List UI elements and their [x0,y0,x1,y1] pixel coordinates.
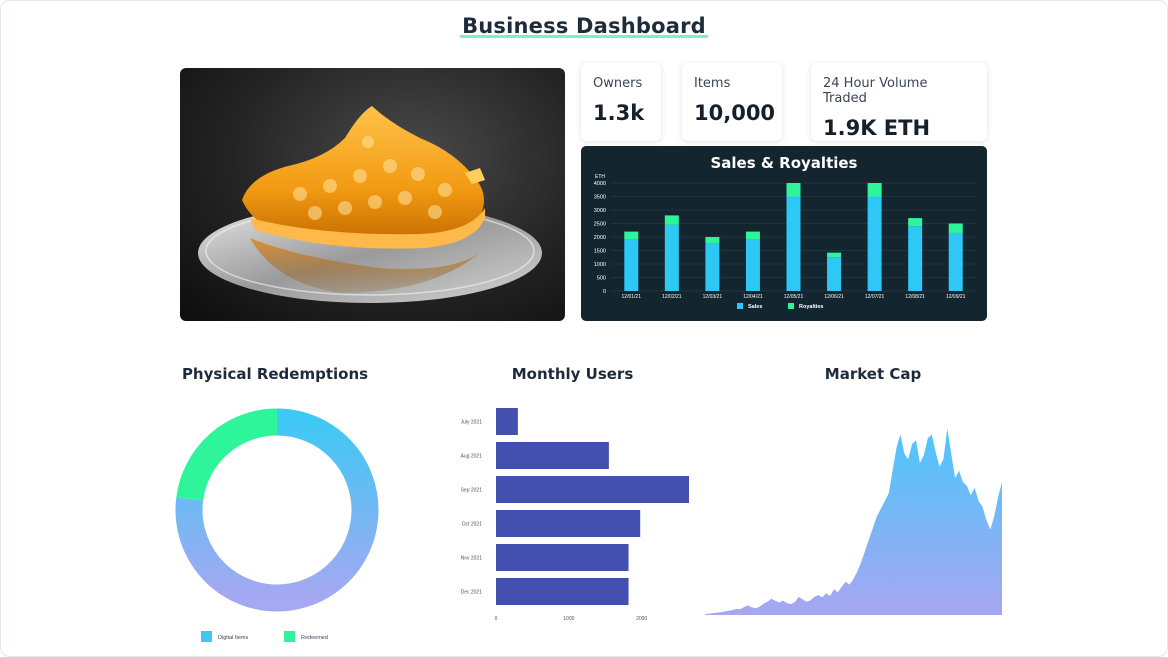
royalties-bar [705,237,720,244]
sales-royalties-panel: Sales & Royalties ETH 0 500 1000 1500 2000 250… [581,146,987,321]
users-bar [496,476,689,503]
legend-digital-items-label: Digital Items [218,635,249,641]
monthly-users-chart: July 2021 Aug 2021 Sep 2021 Oct 2021 Nov 202… [461,408,689,622]
sales-bar [948,232,963,291]
sales-y-tick-label: 2000 [594,235,606,241]
hero-sneaker-image [180,68,565,321]
monthly-users-title: Monthly Users [511,365,634,383]
market-cap-chart [705,428,1002,615]
sales-y-tick-label: 2500 [594,222,606,228]
sales-y-tick-label: 3000 [594,208,606,214]
sneaker-illustration [198,106,542,303]
royalties-bar [664,215,679,225]
physical-redemptions-chart: Digital Items Redeemed [175,408,379,642]
sales-x-tick-label: 12/03/21 [703,294,723,300]
sales-bar [745,239,760,291]
legend-royalties-label: Royalties [799,304,823,310]
sales-x-tick-label: 12/02/21 [662,294,682,300]
sales-bar [705,243,720,291]
sales-y-tick-label: 3500 [594,195,606,201]
royalties-bar [908,218,923,227]
sales-bar [867,196,882,291]
sales-x-tick-label: 12/05/21 [784,294,804,300]
donut-slice [175,408,379,612]
sales-x-tick-label: 12/09/21 [946,294,966,300]
sales-royalties-chart: ETH 0 500 1000 1500 2000 2500 3000 3500 4000 12/01… [594,174,976,310]
page-title: Business Dashboard [460,14,708,40]
sales-bar [786,196,801,291]
sales-bar [908,226,923,291]
users-y-tick-label: Nov 2021 [461,556,483,562]
users-x-tick-label: 0 [495,616,498,622]
volume-card: 24 Hour Volume Traded 1.9K ETH [811,63,987,141]
users-bar [496,442,609,469]
users-bar [496,544,629,571]
legend-redeemed-label: Redeemed [301,635,328,641]
legend-sales-label: Sales [748,304,762,310]
royalties-bar [827,252,842,258]
sales-x-tick-label: 12/06/21 [824,294,844,300]
users-x-tick-label: 2000 [636,616,647,622]
market-cap-title: Market Cap [824,365,922,383]
users-y-tick-label: Sep 2021 [461,488,483,494]
items-value: 10,000 [694,101,776,125]
sales-y-tick-label: 1000 [594,262,606,268]
title-wrap: Business Dashboard [0,14,1168,40]
users-bar [496,408,518,435]
royalties-bar [867,183,882,197]
sales-bar [624,239,639,291]
users-x-tick-label: 1000 [563,616,574,622]
royalties-bar [948,223,963,233]
sales-y-tick-label: 4000 [594,181,606,187]
owners-label: Owners [593,76,643,91]
market-cap-area [705,428,1002,615]
royalties-bar [786,183,801,197]
sales-bar [827,257,842,291]
sales-y-axis-label: ETH [595,174,605,180]
royalties-bar [624,231,639,240]
legend-redeemed-swatch [284,631,295,642]
sales-y-tick-label: 1500 [594,249,606,255]
items-card: Items 10,000 [682,63,782,141]
owners-value: 1.3k [593,101,645,125]
users-y-tick-label: Dec 2021 [461,590,483,596]
sales-y-tick-label: 500 [597,276,606,282]
sneaker-sole [250,208,485,249]
sales-x-tick-label: 12/01/21 [622,294,642,300]
legend-digital-items-swatch [201,631,212,642]
users-bar [496,510,641,537]
volume-value: 1.9K ETH [823,116,931,140]
physical-redemptions-title: Physical Redemptions [181,365,369,383]
donut-slice [176,408,278,502]
sales-x-tick-label: 12/07/21 [865,294,885,300]
legend-royalties-swatch [788,303,794,309]
sales-y-tick-label: 0 [603,289,606,295]
shoe-reflection [250,238,480,293]
sales-bar [664,224,679,291]
users-y-tick-label: July 2021 [461,420,483,426]
sales-x-tick-label: 12/08/21 [905,294,925,300]
users-bar [496,578,629,605]
users-y-tick-label: Oct 2021 [462,522,483,528]
sales-chart-title: Sales & Royalties [710,154,858,172]
volume-label: 24 Hour Volume Traded [823,76,928,106]
legend-sales-swatch [737,303,743,309]
items-label: Items [694,76,731,91]
users-y-tick-label: Aug 2021 [461,454,483,460]
royalties-bar [745,231,760,240]
sales-x-tick-label: 12/04/21 [743,294,763,300]
owners-card: Owners 1.3k [581,63,661,141]
